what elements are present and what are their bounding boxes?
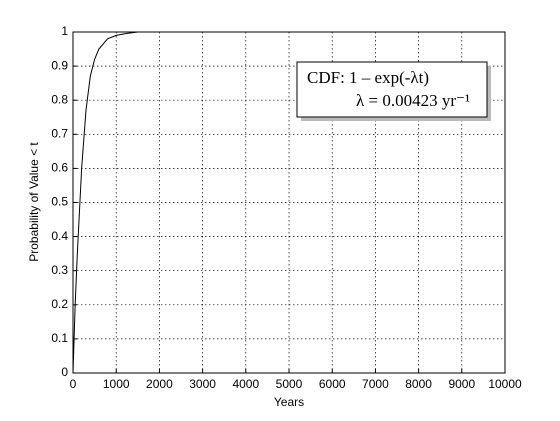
data-line: [72, 31, 138, 374]
annotation: CDF: 1 – exp(-λt): [307, 68, 429, 87]
x-axis-label: Years: [274, 395, 304, 409]
y-tick-label: 0.2: [51, 297, 68, 311]
y-tick-label: 0.6: [51, 161, 68, 175]
y-tick-label: 0.8: [51, 92, 68, 106]
y-tick-label: 1: [61, 24, 68, 38]
x-tick-label: 7000: [362, 377, 389, 391]
y-axis-label: Probability of Value < t: [27, 142, 41, 262]
y-tick-label: 0.7: [51, 126, 68, 140]
annotation: λ = 0.00423 yr⁻¹: [356, 91, 470, 110]
y-tick-label: 0.9: [51, 58, 68, 72]
x-tick-label: 5000: [276, 377, 303, 391]
x-tick-label: 6000: [319, 377, 346, 391]
x-tick-label: 3000: [189, 377, 216, 391]
x-tick-label: 8000: [405, 377, 432, 391]
plot-frame: [72, 31, 506, 374]
y-tick-label: 0.1: [51, 331, 68, 345]
x-tick-label: 0: [70, 377, 77, 391]
y-tick-label: 0.4: [51, 229, 68, 243]
y-tick-label: 0: [61, 365, 68, 379]
y-tick-label: 0.5: [51, 195, 68, 209]
annotation-box: [296, 61, 488, 118]
x-tick-label: 9000: [448, 377, 475, 391]
x-tick-label: 1000: [103, 377, 130, 391]
y-tick-label: 0.3: [51, 263, 68, 277]
x-tick-label: 4000: [232, 377, 259, 391]
x-tick-label: 2000: [146, 377, 173, 391]
x-tick-label: 10000: [488, 377, 522, 391]
